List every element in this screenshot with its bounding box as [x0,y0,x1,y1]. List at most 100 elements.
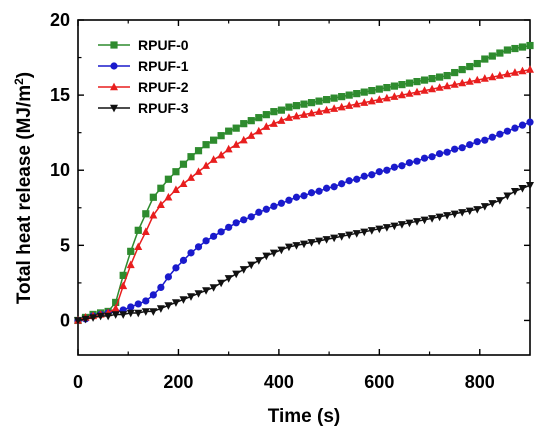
data-point-rpuf-0 [375,85,383,93]
data-point-rpuf-3 [187,293,195,301]
data-point-rpuf-0 [187,153,195,161]
data-point-rpuf-0 [225,127,233,135]
data-point-rpuf-0 [330,94,338,102]
data-point-rpuf-0 [518,43,527,51]
ticks [77,19,530,355]
y-tick-label: 10 [50,160,70,180]
data-point-rpuf-3 [330,234,339,243]
data-point-rpuf-0 [511,44,519,53]
data-point-rpuf-3 [171,299,180,307]
data-point-rpuf-2 [194,167,203,175]
data-point-rpuf-0 [232,124,240,132]
data-point-rpuf-2 [473,75,482,84]
data-point-rpuf-2 [367,96,376,105]
x-tick-label: 0 [73,372,83,392]
data-point-rpuf-3 [96,312,105,321]
data-point-rpuf-0 [315,97,323,105]
data-point-rpuf-3 [367,227,376,235]
data-point-rpuf-1 [383,166,391,174]
data-point-rpuf-0 [360,88,368,96]
data-point-rpuf-1 [436,150,444,158]
data-point-rpuf-1 [466,141,474,149]
data-point-rpuf-0 [368,87,376,95]
data-point-rpuf-0 [134,226,142,234]
data-point-rpuf-0 [428,74,436,83]
data-point-rpuf-1 [413,157,421,165]
data-point-rpuf-0 [112,298,120,307]
data-point-rpuf-1 [451,145,459,153]
data-point-rpuf-3 [465,207,474,216]
data-point-rpuf-1 [503,127,511,135]
data-point-rpuf-1 [270,202,278,210]
data-point-rpuf-2 [397,90,406,99]
data-point-rpuf-3 [428,215,437,223]
data-point-rpuf-2 [217,150,226,159]
data-point-rpuf-3 [134,309,143,318]
data-point-rpuf-1 [164,273,172,281]
data-point-rpuf-1 [405,159,414,167]
data-point-rpuf-3 [300,240,308,249]
data-point-rpuf-1 [247,213,255,221]
data-point-rpuf-1 [375,168,383,176]
data-point-rpuf-0 [390,82,398,90]
data-point-rpuf-3 [443,212,452,220]
data-point-rpuf-1 [202,237,210,245]
data-point-rpuf-0 [270,108,278,116]
data-point-rpuf-2 [149,210,158,219]
data-point-rpuf-3 [179,296,188,304]
data-point-rpuf-1 [285,196,293,204]
data-point-rpuf-1 [496,130,504,138]
data-point-rpuf-3 [262,252,271,261]
data-point-rpuf-2 [330,104,339,112]
data-point-rpuf-0 [127,247,135,255]
data-point-rpuf-0 [443,71,451,80]
data-point-rpuf-1 [127,303,135,311]
data-point-rpuf-2 [315,107,324,115]
data-point-rpuf-0 [481,55,489,63]
data-point-rpuf-1 [225,223,233,231]
data-point-rpuf-2 [443,81,452,90]
data-point-rpuf-3 [473,206,482,214]
data-point-rpuf-2 [450,80,459,88]
data-point-rpuf-2 [428,84,437,93]
y-tick-label: 15 [50,85,70,105]
data-point-rpuf-1 [217,228,225,236]
data-point-rpuf-0 [405,79,414,87]
data-point-rpuf-0 [338,93,346,101]
data-point-rpuf-0 [292,102,301,110]
data-point-rpuf-3 [277,246,286,255]
data-point-rpuf-1 [292,193,301,201]
data-point-rpuf-2 [262,122,271,130]
data-point-rpuf-0 [300,100,308,108]
data-point-rpuf-2 [480,74,489,82]
x-tick-label: 800 [465,372,495,392]
data-point-rpuf-2 [503,69,512,78]
legend-label: RPUF-3 [138,100,189,116]
data-point-rpuf-1 [526,118,534,126]
data-point-rpuf-3 [74,317,82,325]
data-point-rpuf-0 [413,77,421,86]
data-point-rpuf-2 [224,144,233,153]
data-point-rpuf-1 [458,144,466,152]
data-point-rpuf-2 [375,95,384,103]
data-point-rpuf-3 [254,257,263,265]
data-point-rpuf-0 [142,210,150,218]
data-point-rpuf-3 [337,233,346,241]
data-point-rpuf-1 [232,219,240,227]
data-point-rpuf-3 [503,192,512,201]
y-tick-label: 20 [50,10,70,30]
data-point-rpuf-1 [518,121,527,129]
data-point-rpuf-0 [149,193,157,201]
data-point-rpuf-0 [503,46,511,54]
data-point-rpuf-1 [240,216,248,224]
data-point-rpuf-1 [330,183,338,191]
data-point-rpuf-0 [398,80,406,89]
data-point-rpuf-2 [156,200,165,208]
data-point-rpuf-3 [307,239,316,247]
data-point-rpuf-3 [405,219,414,228]
data-point-rpuf-2 [465,77,474,85]
data-point-rpuf-1 [307,189,316,197]
data-point-rpuf-0 [383,84,391,92]
data-point-rpuf-2 [111,304,120,312]
x-tick-label: 200 [163,372,193,392]
